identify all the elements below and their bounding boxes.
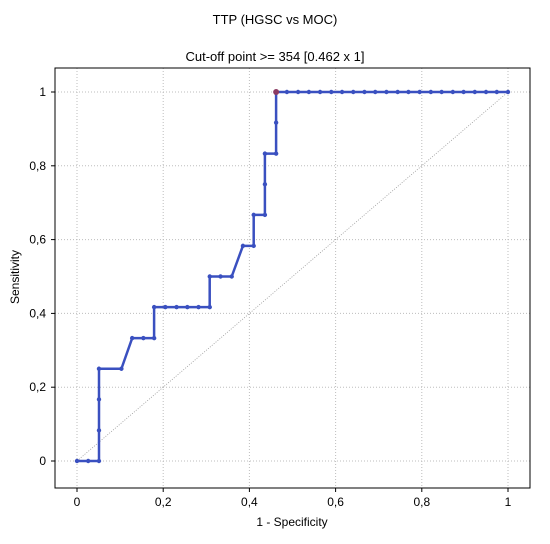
roc-data-point bbox=[329, 89, 334, 95]
y-tick-label: 0 bbox=[39, 454, 46, 468]
roc-data-point bbox=[395, 89, 400, 95]
y-tick-label: 0,4 bbox=[29, 306, 46, 320]
roc-data-point bbox=[284, 89, 290, 95]
roc-data-point bbox=[74, 458, 80, 464]
roc-data-point bbox=[96, 397, 102, 402]
y-tick-label: 0,2 bbox=[29, 380, 46, 394]
roc-data-point bbox=[472, 89, 478, 95]
y-axis-label: Sensitivity bbox=[8, 250, 22, 304]
roc-data-point bbox=[428, 89, 434, 95]
roc-data-point bbox=[306, 89, 312, 95]
cutoff-point-marker bbox=[273, 89, 280, 95]
roc-data-point bbox=[273, 120, 279, 125]
y-tick-label: 1 bbox=[39, 85, 46, 99]
roc-series bbox=[74, 89, 511, 464]
roc-data-point bbox=[119, 366, 124, 371]
roc-data-point bbox=[483, 89, 489, 95]
roc-data-point bbox=[207, 274, 212, 279]
roc-data-point bbox=[384, 89, 389, 95]
roc-data-point bbox=[439, 89, 444, 95]
roc-data-point bbox=[240, 243, 246, 249]
x-tick-label: 0,6 bbox=[327, 495, 344, 509]
roc-data-point bbox=[273, 151, 279, 156]
roc-data-point bbox=[406, 89, 411, 95]
roc-data-point bbox=[163, 304, 168, 310]
roc-data-point bbox=[229, 274, 234, 279]
axis-ticks: 0 0,2 0,4 0,6 0,8 1 0 0,2 0,4 0,6 0,8 1 bbox=[29, 85, 511, 509]
roc-data-point bbox=[351, 89, 356, 95]
roc-data-point bbox=[251, 212, 256, 218]
roc-data-point bbox=[450, 89, 456, 95]
x-tick-label: 0,8 bbox=[413, 495, 430, 509]
x-tick-label: 0 bbox=[74, 495, 81, 509]
roc-data-point bbox=[185, 304, 190, 310]
roc-data-point bbox=[86, 458, 91, 464]
roc-data-point bbox=[373, 89, 378, 95]
roc-data-point bbox=[218, 274, 223, 279]
roc-data-point bbox=[417, 89, 422, 95]
x-tick-label: 0,2 bbox=[155, 495, 172, 509]
chart-title: TTP (HGSC vs MOC) bbox=[213, 12, 338, 27]
roc-data-point bbox=[151, 335, 157, 341]
roc-data-point bbox=[151, 304, 157, 310]
y-tick-label: 0,8 bbox=[29, 159, 46, 173]
roc-data-point bbox=[262, 212, 268, 218]
grid-lines bbox=[55, 68, 530, 488]
roc-data-point bbox=[505, 89, 511, 95]
roc-data-point bbox=[339, 89, 345, 95]
x-tick-label: 1 bbox=[505, 495, 512, 509]
plot-frame bbox=[54, 67, 531, 489]
chart-subtitle: Cut-off point >= 354 [0.462 x 1] bbox=[186, 49, 365, 64]
roc-data-point bbox=[262, 151, 268, 156]
roc-data-point bbox=[207, 304, 212, 310]
roc-data-point bbox=[196, 304, 201, 310]
reference-diagonal bbox=[76, 91, 509, 462]
roc-data-point bbox=[362, 89, 367, 95]
roc-data-point bbox=[295, 89, 301, 95]
roc-data-point bbox=[174, 304, 179, 310]
x-axis-label: 1 - Specificity bbox=[256, 515, 327, 529]
roc-data-point bbox=[129, 335, 135, 341]
roc-data-point bbox=[317, 89, 323, 95]
roc-data-point bbox=[251, 243, 256, 249]
roc-data-point bbox=[96, 366, 102, 371]
roc-data-point bbox=[96, 428, 102, 433]
roc-data-point bbox=[494, 89, 499, 95]
roc-data-point bbox=[96, 458, 102, 464]
roc-data-point bbox=[141, 335, 146, 341]
x-tick-label: 0,4 bbox=[241, 495, 258, 509]
y-tick-label: 0,6 bbox=[29, 233, 46, 247]
roc-data-point bbox=[262, 182, 268, 187]
roc-data-point bbox=[461, 89, 466, 95]
